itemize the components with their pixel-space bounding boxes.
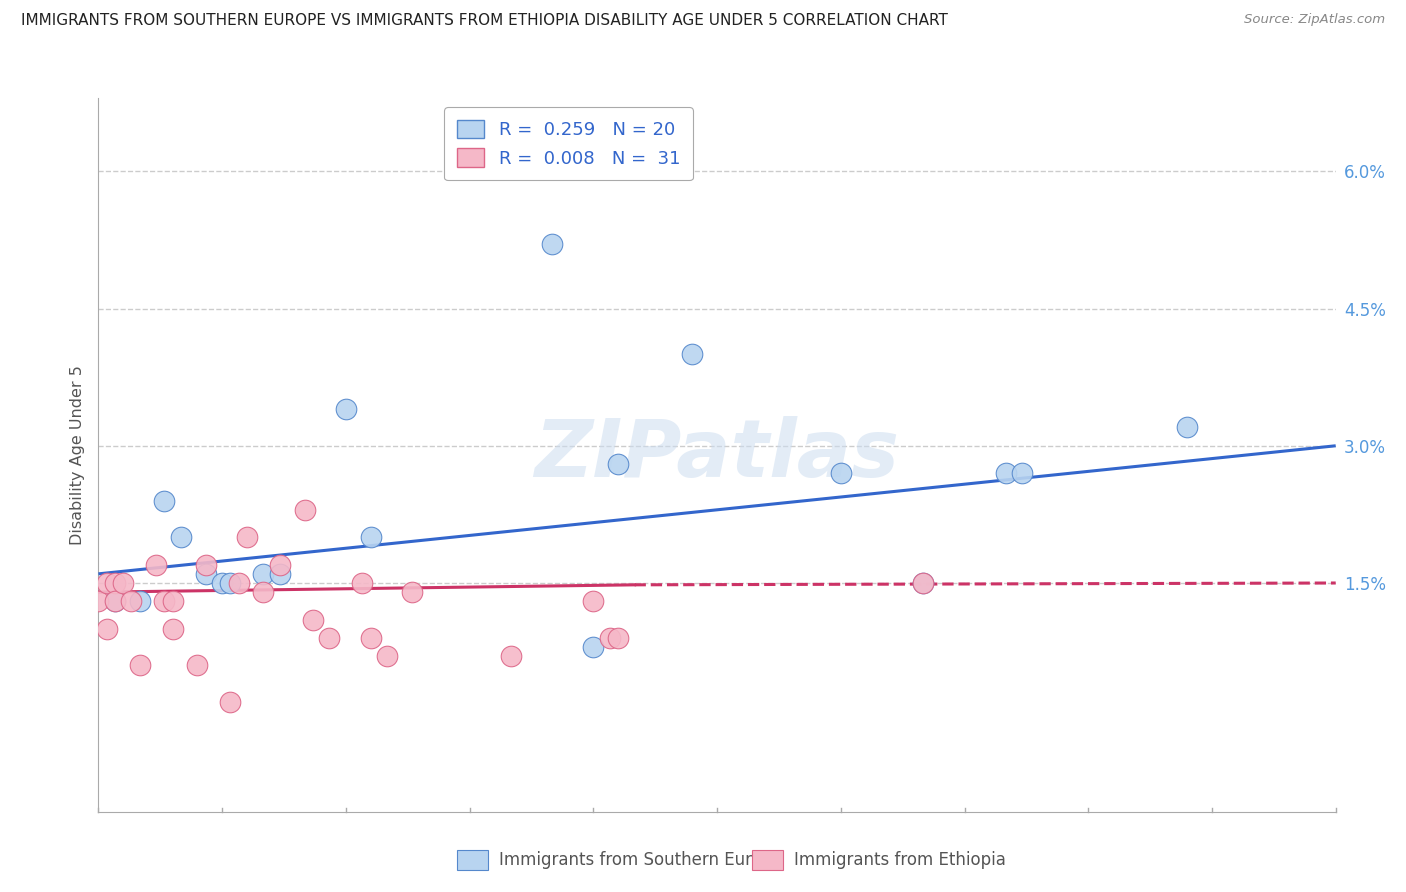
Point <box>153 594 176 608</box>
Point <box>401 585 423 599</box>
Point <box>607 631 630 645</box>
Point <box>335 402 357 417</box>
Point <box>360 530 382 544</box>
Point <box>153 493 176 508</box>
Point <box>1175 420 1198 434</box>
Point <box>145 558 167 572</box>
Point <box>681 347 703 361</box>
Point <box>96 622 118 636</box>
Point <box>1011 467 1033 481</box>
Point <box>830 467 852 481</box>
Point <box>104 576 127 591</box>
Point <box>912 576 935 591</box>
Text: Immigrants from Southern Europe: Immigrants from Southern Europe <box>499 851 783 869</box>
Y-axis label: Disability Age Under 5: Disability Age Under 5 <box>69 365 84 545</box>
Point <box>219 576 242 591</box>
Text: Source: ZipAtlas.com: Source: ZipAtlas.com <box>1244 13 1385 27</box>
Point <box>162 622 184 636</box>
Point <box>194 566 217 581</box>
Text: Immigrants from Ethiopia: Immigrants from Ethiopia <box>794 851 1007 869</box>
Point <box>252 585 274 599</box>
Point <box>186 658 208 673</box>
Point <box>599 631 621 645</box>
Point <box>128 594 150 608</box>
Point <box>87 594 110 608</box>
Point <box>120 594 142 608</box>
Point <box>582 594 605 608</box>
Point <box>228 576 250 591</box>
Point <box>269 558 291 572</box>
Point <box>302 613 325 627</box>
Point <box>318 631 340 645</box>
Point <box>194 558 217 572</box>
Text: ZIPatlas: ZIPatlas <box>534 416 900 494</box>
Point <box>994 467 1017 481</box>
Point <box>352 576 374 591</box>
Legend: R =  0.259   N = 20, R =  0.008   N =  31: R = 0.259 N = 20, R = 0.008 N = 31 <box>444 107 693 180</box>
Point <box>112 576 135 591</box>
Point <box>96 576 118 591</box>
Point <box>607 457 630 471</box>
Point <box>499 649 522 664</box>
Point <box>294 503 316 517</box>
Point <box>128 658 150 673</box>
Point <box>912 576 935 591</box>
Point <box>170 530 193 544</box>
Point <box>211 576 233 591</box>
Point <box>219 695 242 709</box>
Point <box>541 237 564 252</box>
Point <box>252 566 274 581</box>
Point <box>104 594 127 608</box>
Point <box>360 631 382 645</box>
Point <box>162 594 184 608</box>
Point <box>236 530 259 544</box>
Point <box>269 566 291 581</box>
Point <box>582 640 605 654</box>
Point <box>104 594 127 608</box>
Text: IMMIGRANTS FROM SOUTHERN EUROPE VS IMMIGRANTS FROM ETHIOPIA DISABILITY AGE UNDER: IMMIGRANTS FROM SOUTHERN EUROPE VS IMMIG… <box>21 13 948 29</box>
Point <box>375 649 398 664</box>
